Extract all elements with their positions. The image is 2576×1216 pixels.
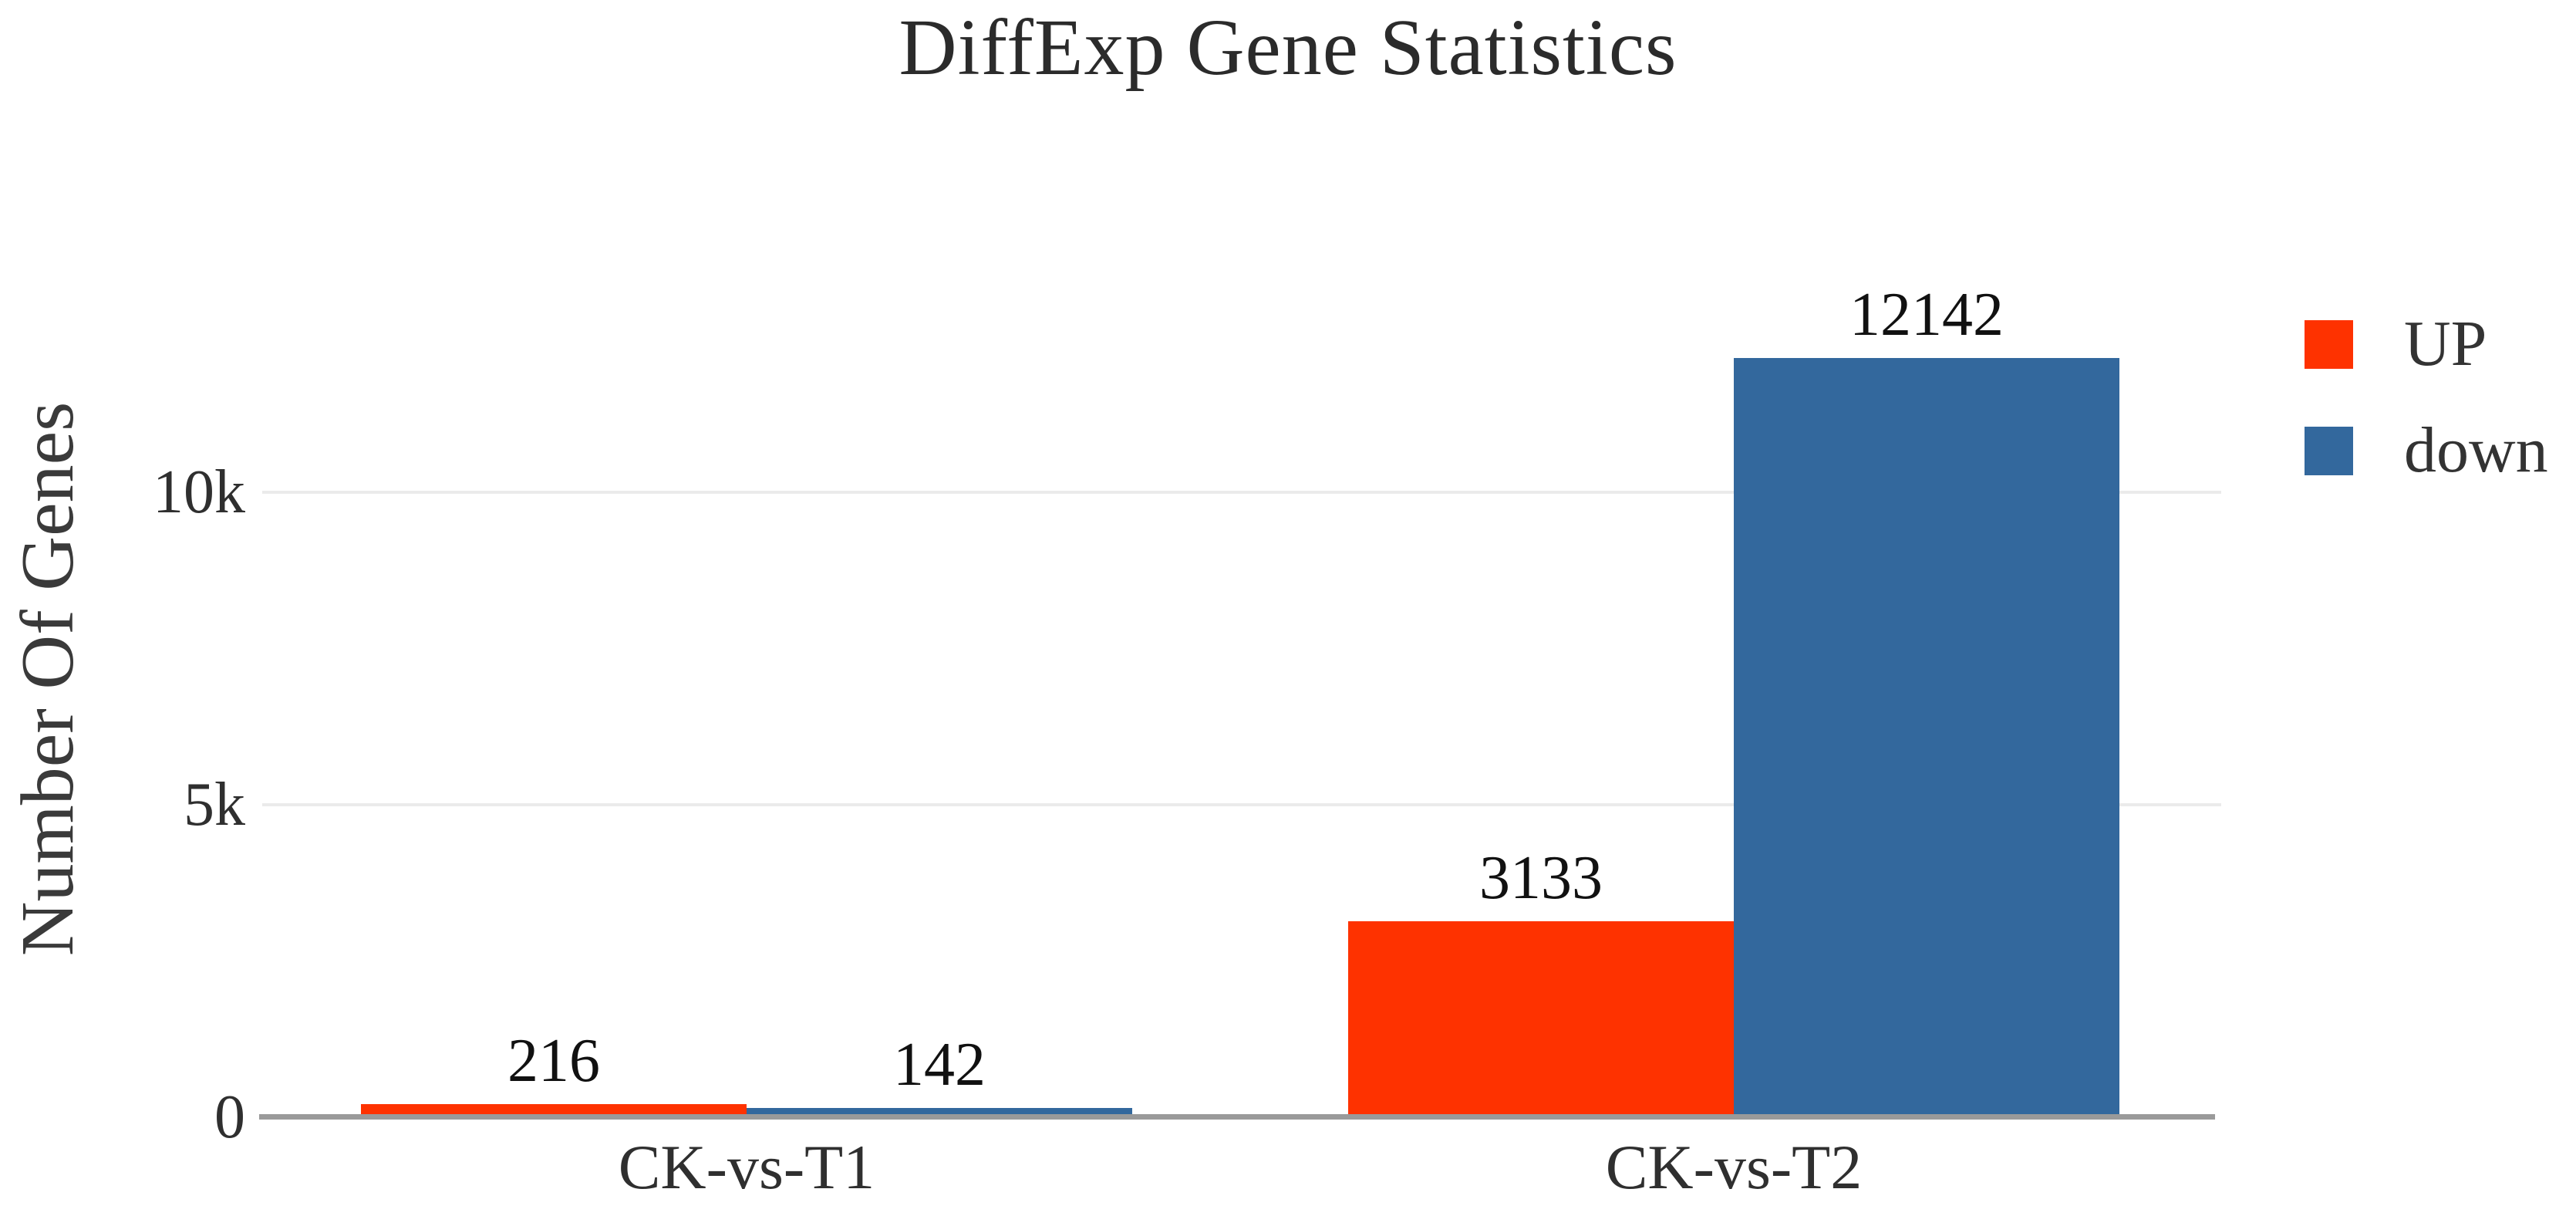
y-tick-label-10k: 10k: [153, 458, 245, 526]
legend-label-up: UP: [2404, 308, 2487, 380]
gridline-5k: [262, 803, 2221, 806]
legend: UP down: [2305, 312, 2548, 483]
legend-swatch-up: [2305, 319, 2353, 369]
legend-item-down: down: [2305, 418, 2548, 483]
legend-item-up: UP: [2305, 312, 2548, 377]
bar-value-label: 3133: [1479, 844, 1603, 912]
bar-up-ck-vs-t1: [361, 1104, 747, 1117]
gridline-10k: [262, 491, 2221, 494]
legend-label-down: down: [2404, 414, 2548, 486]
x-axis-line: [259, 1114, 2215, 1120]
chart-title: DiffExp Gene Statistics: [899, 3, 1677, 92]
bar-up-ck-vs-t2: [1348, 921, 1734, 1117]
bar-value-label: 12142: [1849, 281, 2004, 349]
x-tick-label-ck-vs-t1: CK-vs-T1: [618, 1132, 875, 1202]
bar-value-label: 142: [893, 1031, 986, 1099]
legend-swatch-down: [2305, 426, 2353, 475]
x-tick-label-ck-vs-t2: CK-vs-T2: [1605, 1132, 1863, 1202]
bar-down-ck-vs-t2: [1734, 358, 2119, 1117]
y-tick-label-0: 0: [214, 1083, 245, 1151]
y-tick-label-5k: 5k: [184, 771, 245, 839]
bar-value-label: 216: [507, 1027, 600, 1095]
plot-area: 216 142 3133 12142: [259, 0, 2221, 1120]
